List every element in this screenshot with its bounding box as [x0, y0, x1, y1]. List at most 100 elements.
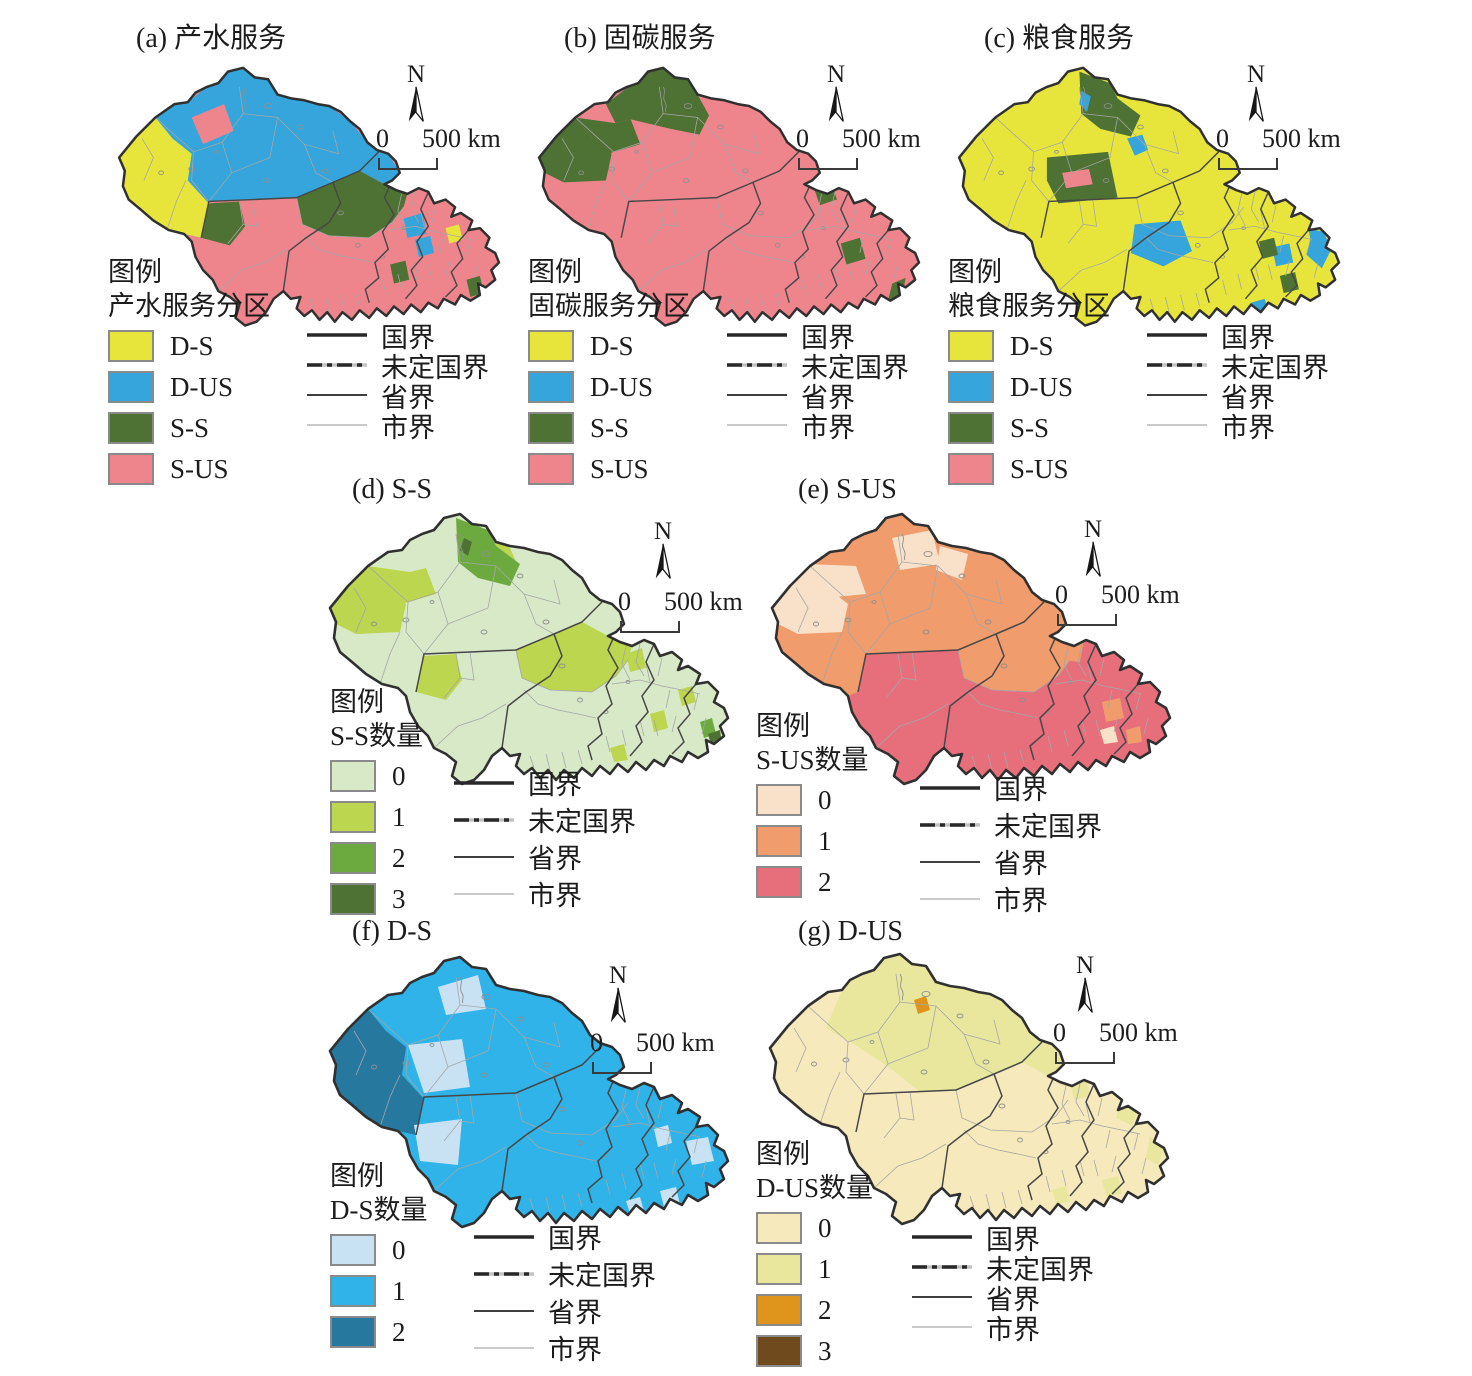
- lake-outline: [774, 243, 781, 248]
- map-region-tail_g3: [1102, 1176, 1122, 1196]
- boundary-legend-label: 国界: [986, 1224, 1040, 1255]
- legend-row: S-S: [108, 412, 270, 444]
- lake-outline: [956, 1013, 964, 1019]
- city-boundary-line: [379, 1074, 401, 1128]
- map-region-tail_g5: [1146, 1136, 1164, 1166]
- boundary-legend-label: 国界: [994, 775, 1048, 805]
- scale-bar: 0 500 km: [796, 124, 966, 176]
- city-boundary-line: [515, 649, 629, 693]
- city-boundary-line: [1222, 279, 1227, 296]
- city-boundary-line: [410, 191, 420, 223]
- city-boundary-line: [645, 1106, 651, 1126]
- city-boundary-line: [218, 248, 288, 292]
- north-arrow: N: [823, 62, 849, 125]
- legend-color-swatch: [108, 412, 154, 444]
- lake-outline: [1028, 166, 1035, 172]
- legend-class-label: D-S: [170, 330, 214, 361]
- city-boundary-line: [795, 587, 809, 633]
- map-region-tail_f1: [686, 1137, 714, 1165]
- city-boundary-line: [613, 113, 664, 153]
- legend-row: 0: [330, 760, 423, 792]
- lake-outline: [371, 621, 377, 627]
- legend-row: 2: [756, 1294, 873, 1326]
- legend-row: 0: [756, 784, 869, 816]
- city-boundary-line: [166, 180, 187, 231]
- city-boundary-line: [1078, 86, 1084, 114]
- city-boundary-line: [897, 533, 903, 563]
- boundary-legend-label: 未定国界: [986, 1254, 1094, 1285]
- province-boundary-line: [1244, 191, 1270, 300]
- city-boundary-line: [1143, 717, 1149, 735]
- boundary-legend-row: 国界: [918, 769, 1102, 806]
- province-boundary-line: [282, 182, 342, 292]
- lake-outline: [998, 1103, 1006, 1109]
- city-boundary-line: [901, 561, 1003, 605]
- city-boundary-line: [605, 1178, 611, 1196]
- city-boundary-line: [775, 292, 781, 307]
- map-region-tail_g4: [1052, 1186, 1070, 1204]
- boundary-legend-label: 国界: [528, 770, 582, 800]
- boundary-legend-label: 国界: [801, 322, 855, 353]
- legend-c: 图例 粮食服务分区 D-S D-US S-S S-US: [948, 256, 1110, 494]
- city-boundary-line: [1279, 235, 1285, 254]
- legend-row: S-S: [528, 412, 690, 444]
- map-region-west_tip: [772, 566, 848, 634]
- national-boundary-outline: [957, 66, 1341, 327]
- north-label: N: [653, 518, 673, 545]
- city-boundary-line: [447, 565, 497, 625]
- map-region-tail_d4: [678, 686, 696, 706]
- map-region-nw_band: [368, 566, 436, 604]
- city-boundary-line: [657, 1100, 663, 1120]
- boundary-legend-label: 未定国界: [801, 352, 909, 383]
- city-boundary-line: [420, 210, 425, 229]
- legend-subtitle: 产水服务分区: [108, 291, 270, 321]
- lake-outline: [481, 550, 491, 558]
- city-boundary-line: [1047, 735, 1053, 753]
- city-boundary-line: [1313, 262, 1319, 278]
- boundary-legend-label: 市界: [381, 412, 435, 443]
- legend-row: D-S: [108, 330, 270, 362]
- boundary-line-sample-national: [727, 333, 787, 337]
- lake-outline: [869, 1040, 875, 1044]
- legend-row: 2: [330, 842, 423, 874]
- province-boundary-line: [943, 633, 1005, 749]
- map-region-tiny_pink: [1062, 169, 1093, 189]
- city-boundary-line: [1111, 1155, 1117, 1173]
- scale-bar: 0 500 km: [376, 124, 546, 176]
- city-boundary-line: [414, 264, 420, 280]
- legend-row: 1: [756, 1253, 873, 1285]
- city-boundary-line: [1061, 1169, 1067, 1187]
- boundary-legend-label: 未定国界: [1221, 352, 1329, 383]
- city-boundary-line: [1019, 749, 1025, 765]
- boundary-legend-label: 省界: [528, 844, 582, 874]
- legend-class-label: 2: [392, 1316, 406, 1347]
- province-boundary-line: [587, 1074, 619, 1204]
- city-boundary-line: [663, 199, 677, 227]
- legend-color-swatch: [330, 842, 376, 874]
- choropleth-map-c: [957, 66, 1341, 327]
- legend-color-swatch: [330, 1234, 376, 1266]
- city-boundary-line: [724, 235, 794, 263]
- lake-outline: [608, 166, 615, 172]
- legend-color-swatch: [528, 412, 574, 444]
- boundary-line-sample-province: [474, 1309, 534, 1312]
- legend-title: 图例: [756, 711, 810, 741]
- province-boundary-line: [1069, 1083, 1095, 1197]
- city-boundary-line: [971, 755, 977, 769]
- boundary-legend-label: 市界: [528, 881, 582, 911]
- province-boundary-line: [1113, 683, 1139, 755]
- legend-row: 1: [330, 1275, 428, 1307]
- city-boundary-line: [845, 1071, 865, 1095]
- city-boundary-line: [808, 225, 893, 241]
- lake-outline: [717, 124, 724, 130]
- province-boundary-line: [620, 151, 800, 238]
- lake-outline: [982, 1059, 990, 1065]
- city-boundary-line: [693, 693, 699, 711]
- north-label: N: [1083, 516, 1103, 543]
- city-boundary-line: [433, 1146, 507, 1192]
- north-arrow: N: [1243, 62, 1269, 125]
- legend-title: 图例: [756, 1139, 810, 1169]
- legend-color-swatch: [330, 801, 376, 833]
- city-boundary-line: [611, 1122, 701, 1138]
- city-boundary-line: [561, 751, 567, 769]
